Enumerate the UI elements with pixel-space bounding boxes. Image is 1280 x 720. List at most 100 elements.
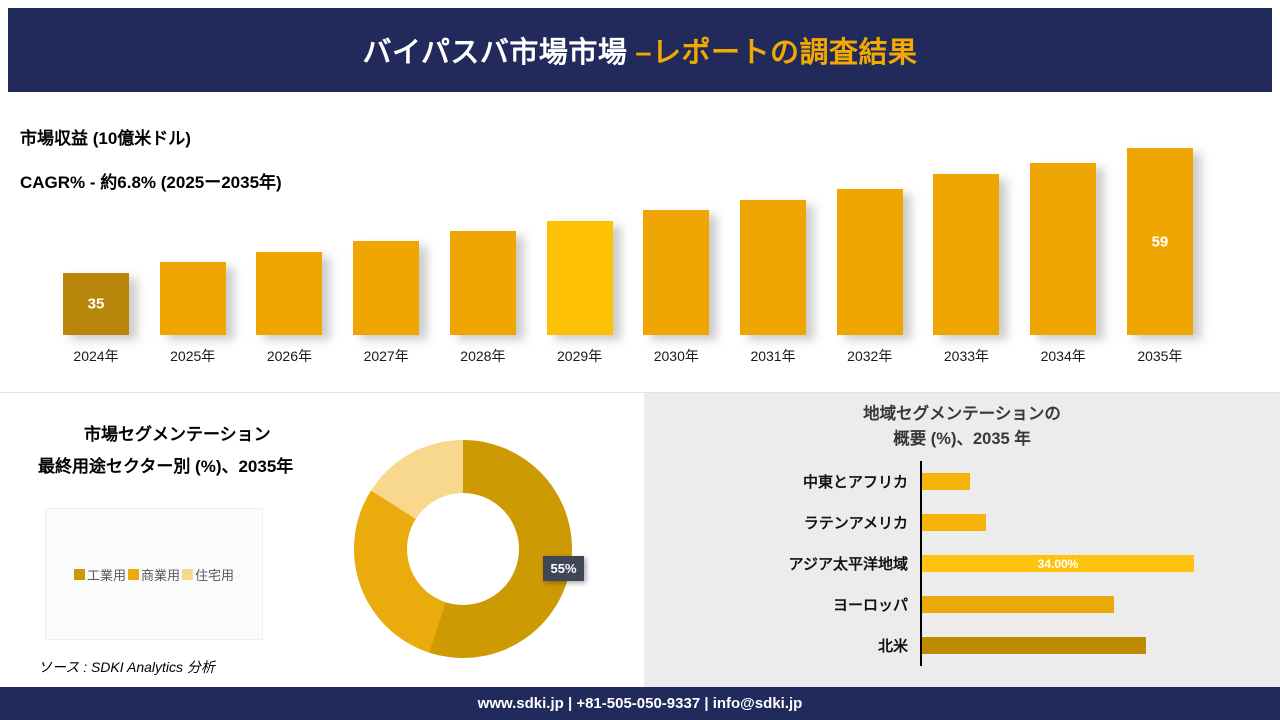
region-row-label: 中東とアフリカ (802, 474, 908, 491)
revenue-bar-area (933, 147, 1000, 335)
revenue-column: 2034年 (1030, 147, 1097, 366)
revenue-bar: 35 (63, 273, 129, 335)
revenue-bar-value-label: 59 (1151, 233, 1169, 250)
revenue-bar (159, 262, 226, 335)
region-bar-value-label: 34.00% (1037, 556, 1079, 571)
revenue-bar-area (449, 147, 516, 335)
revenue-bar-area (643, 147, 710, 335)
revenue-column: 2025年 (159, 147, 226, 366)
revenue-column: 2028年 (449, 147, 516, 366)
revenue-axis-label: 2035年 (1137, 348, 1183, 364)
revenue-bar (740, 200, 807, 335)
revenue-bar (449, 231, 516, 335)
legend-swatch (73, 568, 85, 580)
revenue-column: 2027年 (353, 147, 420, 366)
revenue-bar-area (256, 147, 323, 335)
region-row: アジア太平洋地域 34.00% (656, 543, 1266, 584)
region-row-label: 北米 (877, 638, 908, 655)
source-note: ソース : SDKI Analytics 分析 (38, 659, 215, 675)
revenue-axis-label: 2029年 (557, 348, 603, 364)
revenue-bar (933, 174, 1000, 335)
revenue-bar-area (546, 147, 613, 335)
revenue-bar (643, 210, 710, 335)
revenue-column: 2033年 (933, 147, 1000, 366)
region-row: 北米 (656, 625, 1266, 666)
legend-label: 工業用 (86, 567, 126, 583)
donut-chart (354, 440, 572, 658)
revenue-axis-label: 2030年 (653, 348, 699, 364)
region-bar-zone (920, 625, 1266, 666)
region-chart-title: 地域セグメンテーションの 概要 (%)、2035 年 (644, 393, 1280, 452)
revenue-axis-label: 2033年 (943, 348, 990, 364)
revenue-column: 2026年 (256, 147, 323, 366)
donut-hole (407, 493, 519, 605)
revenue-column: 59 2035年 (1126, 147, 1193, 366)
legend-label: 商業用 (140, 567, 180, 583)
revenue-bar-area (159, 147, 226, 335)
revenue-bar-area: 35 (63, 147, 129, 335)
revenue-bar-area (353, 147, 420, 335)
page-title-main: バイパスバ市場市場 (362, 37, 628, 69)
revenue-column: 2029年 (546, 147, 613, 366)
revenue-axis-label: 2034年 (1040, 348, 1086, 364)
revenue-column: 2031年 (740, 147, 807, 366)
region-chart-title-line2: 概要 (%)、2035 年 (893, 430, 1031, 448)
donut-value-label: 55% (543, 556, 584, 581)
page-title-accent: –レポートの調査結果 (635, 37, 918, 69)
legend-item: 商業用 (127, 565, 180, 584)
revenue-bar-area: 59 (1126, 147, 1193, 335)
header-banner: バイパスバ市場市場 –レポートの調査結果 (8, 8, 1272, 92)
page-title: バイパスバ市場市場 –レポートの調査結果 (362, 29, 917, 71)
revenue-axis-label: 2028年 (460, 348, 506, 364)
region-bar (922, 596, 1114, 613)
revenue-bar-area (740, 147, 807, 335)
revenue-bar (256, 252, 323, 335)
region-bar-zone (920, 461, 1266, 502)
revenue-axis-label: 2025年 (170, 348, 216, 364)
region-chart-title-line1: 地域セグメンテーションの (863, 405, 1061, 423)
revenue-axis-label: 2032年 (847, 348, 893, 364)
segmentation-panel: 市場セグメンテーション 最終用途セクター別 (%)、2035年 工業用 商業用 住宅… (0, 393, 636, 687)
legend-item: 住宅用 (182, 565, 234, 584)
footer-contact: www.sdki.jp | +81-505-050-9337 | info@sd… (477, 695, 803, 712)
region-row-label: ラテンアメリカ (803, 515, 908, 532)
revenue-bar-area (836, 147, 903, 335)
revenue-column: 35 2024年 (63, 147, 129, 366)
revenue-bar: 59 (1126, 148, 1193, 335)
segmentation-subtitle: 最終用途セクター別 (%)、2035年 (38, 457, 294, 476)
revenue-axis-label: 2024年 (73, 348, 119, 364)
region-bar: 34.00% (922, 555, 1194, 572)
revenue-bar (836, 189, 903, 335)
revenue-column: 2030年 (643, 147, 710, 366)
revenue-column: 2032年 (836, 147, 903, 366)
region-bar (922, 514, 986, 531)
revenue-bar (353, 241, 420, 335)
region-row-label: アジア太平洋地域 (788, 556, 908, 573)
legend-item: 工業用 (73, 565, 126, 584)
region-bar (922, 637, 1146, 654)
revenue-axis-label: 2031年 (750, 348, 796, 364)
revenue-bar-value-label: 35 (87, 295, 105, 313)
segmentation-legend: 工業用 商業用 住宅用 (45, 508, 263, 640)
revenue-axis-label: 2027年 (363, 348, 409, 364)
region-panel: 地域セグメンテーションの 概要 (%)、2035 年 中東とアフリカ ラテンアメリ… (644, 393, 1280, 687)
region-bar-zone: 34.00% (920, 543, 1266, 584)
region-row: ヨーロッパ (656, 584, 1266, 625)
revenue-bar-chart: 35 2024年 2025年 2026年 2027年 2028年 2029年 2030年 203… (63, 147, 1193, 366)
section-divider (0, 392, 1280, 393)
region-row: ラテンアメリカ (656, 502, 1266, 543)
revenue-bar-area (1030, 147, 1097, 335)
revenue-cagr-label: CAGR% - 約6.8% (2025ー2035年) (20, 173, 282, 192)
revenue-bar (546, 221, 613, 335)
legend-label: 住宅用 (195, 567, 235, 583)
region-bar-zone (920, 584, 1266, 625)
region-bar-zone (920, 502, 1266, 543)
segmentation-title: 市場セグメンテーション (84, 425, 271, 444)
legend-swatch (127, 568, 139, 580)
region-row: 中東とアフリカ (656, 461, 1266, 502)
region-bar (922, 473, 970, 490)
revenue-axis-label: 2026年 (266, 348, 313, 364)
region-bar-chart: 中東とアフリカ ラテンアメリカアジア太平洋地域 34.00% ヨーロッパ北米 (656, 461, 1266, 666)
region-row-label: ヨーロッパ (832, 597, 908, 614)
